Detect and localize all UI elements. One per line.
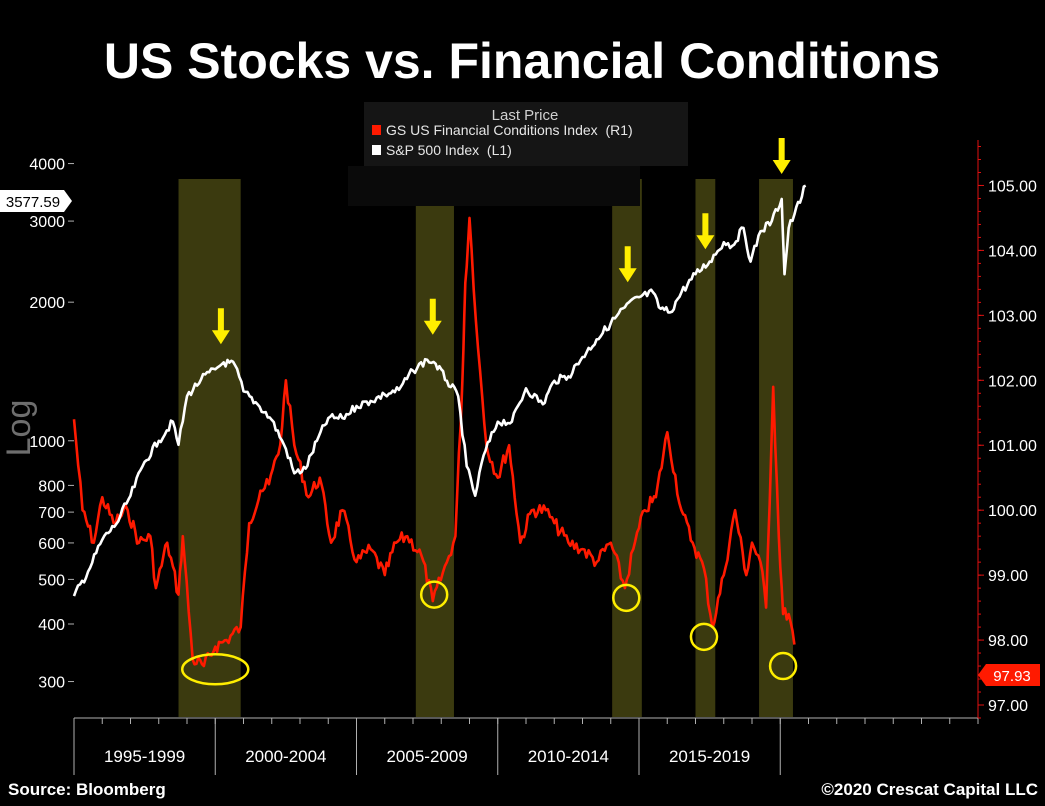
series-line-fci — [72, 216, 796, 668]
y-left-tick-label: 300 — [38, 675, 65, 692]
legend-label-spx: S&P 500 Index (L1) — [386, 142, 512, 158]
last-value-left: 3577.59 — [0, 190, 72, 212]
y-right-tick-label: 101.00 — [988, 438, 1037, 455]
x-tick-label: 2000-2004 — [245, 747, 326, 766]
y-right-tick-label: 102.00 — [988, 373, 1037, 390]
y-right-tick-label: 103.00 — [988, 308, 1037, 325]
y-right-tick-label: 105.00 — [988, 178, 1037, 195]
legend-label-fci: GS US Financial Conditions Index (R1) — [386, 122, 633, 138]
arrow-down-icon — [696, 213, 715, 250]
circle-annotation — [768, 651, 798, 681]
x-tick-label: 1995-1999 — [104, 747, 185, 766]
x-tick-label: 2015-2019 — [669, 747, 750, 766]
arrow-down-icon — [211, 308, 230, 345]
last-value-right: 97.93 — [978, 664, 1040, 686]
legend-header: Last Price — [492, 107, 559, 124]
legend-swatch-fci — [372, 125, 381, 135]
circle-annotation — [181, 653, 250, 686]
x-tick-label: 2010-2014 — [528, 747, 609, 766]
legend-swatch-spx — [372, 145, 381, 155]
last-value-left-text: 3577.59 — [6, 194, 60, 211]
y-left-tick-label: 700 — [38, 505, 65, 522]
x-tick-label: 2005-2009 — [386, 747, 467, 766]
last-value-left-badge — [0, 190, 72, 212]
y-left-tick-label: 800 — [38, 478, 65, 495]
tick-labels: 1995-1999 2000-2004 2005-2009 2010-2014 2015… — [29, 157, 1037, 766]
arrow-down-icon — [618, 246, 637, 283]
y-left-tick-label: 400 — [38, 617, 65, 634]
shaded-period — [415, 179, 454, 717]
y-right-tick-label: 104.00 — [988, 243, 1037, 260]
circle-annotation — [689, 622, 719, 652]
arrow-down-icon — [772, 138, 791, 175]
annotations — [181, 138, 798, 686]
chart-title: US Stocks vs. Financial Conditions — [104, 33, 940, 89]
footer-copyright: ©2020 Crescat Capital LLC — [821, 780, 1038, 799]
circle-annotation — [612, 583, 641, 613]
series-line-sp500 — [72, 184, 807, 597]
y-left-tick-label: 3000 — [29, 214, 65, 231]
y-left-axis-label: Log — [0, 400, 38, 457]
y-left-tick-label: 500 — [38, 572, 65, 589]
y-left-tick-label: 600 — [38, 536, 65, 553]
footer-source: Source: Bloomberg — [8, 780, 166, 799]
y-left-tick-label: 2000 — [29, 295, 65, 312]
y-right-tick-label: 99.00 — [988, 568, 1028, 585]
series-lines — [72, 184, 807, 668]
arrow-down-icon — [423, 298, 442, 335]
y-left-tick-label: 4000 — [29, 157, 65, 174]
y-right-tick-label: 100.00 — [988, 503, 1037, 520]
circle-annotation — [419, 580, 449, 609]
y-left-tick-label: 1000 — [29, 434, 65, 451]
y-right-tick-label: 98.00 — [988, 633, 1028, 650]
y-right-tick-label: 97.00 — [988, 698, 1028, 715]
axes — [68, 140, 984, 775]
shaded-period — [695, 179, 716, 717]
last-value-right-text: 97.93 — [993, 668, 1031, 685]
last-value-right-badge — [978, 664, 1040, 686]
legend-box — [364, 102, 688, 166]
legend: Last Price GS US Financial Conditions In… — [348, 102, 688, 206]
legend-shadow — [348, 166, 640, 206]
